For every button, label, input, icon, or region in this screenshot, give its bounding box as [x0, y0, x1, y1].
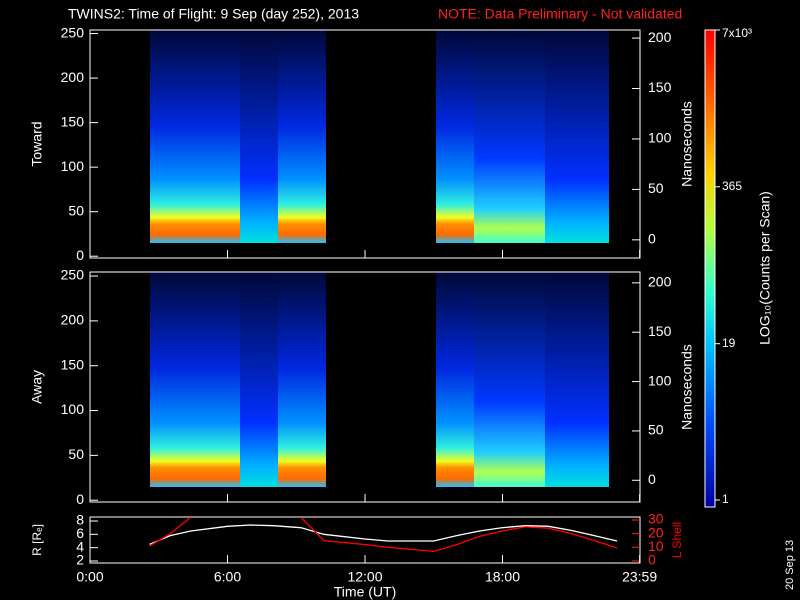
y2-tick-label: 200: [648, 274, 672, 290]
y-tick-label: 4: [76, 538, 84, 554]
y2-tick-label: 20: [648, 524, 664, 540]
axis-label: L Shell: [670, 522, 684, 558]
y2-tick-label: 0: [648, 231, 656, 247]
colorbar-tick-label: 7x10³: [722, 26, 752, 40]
axis-label: R [Rₑ]: [30, 524, 44, 556]
y-tick-label: 250: [61, 24, 85, 40]
y2-tick-label: 100: [648, 130, 672, 146]
x-tick-label: 6:00: [214, 569, 241, 585]
y2-tick-label: 150: [648, 323, 672, 339]
y-tick-label: 6: [76, 525, 84, 541]
x-axis-label: Time (UT): [334, 584, 396, 600]
y-axis-label: Toward: [29, 121, 45, 166]
colorbar-tick-label: 365: [722, 179, 742, 193]
chart-title: TWINS2: Time of Flight: 9 Sep (day 252),…: [68, 6, 359, 22]
y2-tick-label: 0: [648, 552, 656, 568]
y-tick-label: 100: [61, 158, 85, 174]
orbit-line: [149, 517, 618, 553]
x-tick-label: 23:59: [622, 569, 657, 585]
y2-axis-label: Nanoseconds: [679, 344, 695, 430]
y2-axis-label: Nanoseconds: [679, 101, 695, 187]
y-tick-label: 150: [61, 356, 85, 372]
colorbar-tick-label: 19: [722, 336, 736, 350]
y-tick-label: 250: [61, 267, 85, 283]
y-tick-label: 50: [68, 202, 84, 218]
orbit-line: [149, 524, 618, 545]
y-tick-label: 200: [61, 69, 85, 85]
y-axis-label: Away: [29, 370, 45, 404]
y-tick-label: 100: [61, 401, 85, 417]
x-tick-label: 18:00: [485, 569, 520, 585]
date-stamp: 20 Sep 13: [784, 540, 796, 590]
spectrogram-image: [150, 30, 609, 487]
y2-tick-label: 0: [648, 471, 656, 487]
y-tick-label: 0: [76, 247, 84, 263]
colorbar-tick-label: 1: [722, 492, 729, 506]
y2-tick-label: 150: [648, 79, 672, 95]
note: NOTE: Data Preliminary - Not validated: [438, 6, 682, 22]
y2-tick-label: 30: [648, 511, 664, 527]
y2-tick-label: 200: [648, 29, 672, 45]
y-tick-label: 0: [76, 491, 84, 507]
colorbar: [704, 29, 716, 508]
y-tick-label: 150: [61, 113, 85, 129]
x-tick-label: 12:00: [347, 569, 382, 585]
x-tick-label: 0:00: [76, 569, 103, 585]
y2-tick-label: 50: [648, 180, 664, 196]
y-tick-label: 200: [61, 312, 85, 328]
y2-tick-label: 100: [648, 372, 672, 388]
y-tick-label: 8: [76, 512, 84, 528]
colorbar-label: LOG₁₀(Counts per Scan): [757, 191, 773, 345]
y-tick-label: 2: [76, 552, 84, 568]
y2-tick-label: 10: [648, 538, 664, 554]
y-tick-label: 50: [68, 446, 84, 462]
y2-tick-label: 50: [648, 422, 664, 438]
